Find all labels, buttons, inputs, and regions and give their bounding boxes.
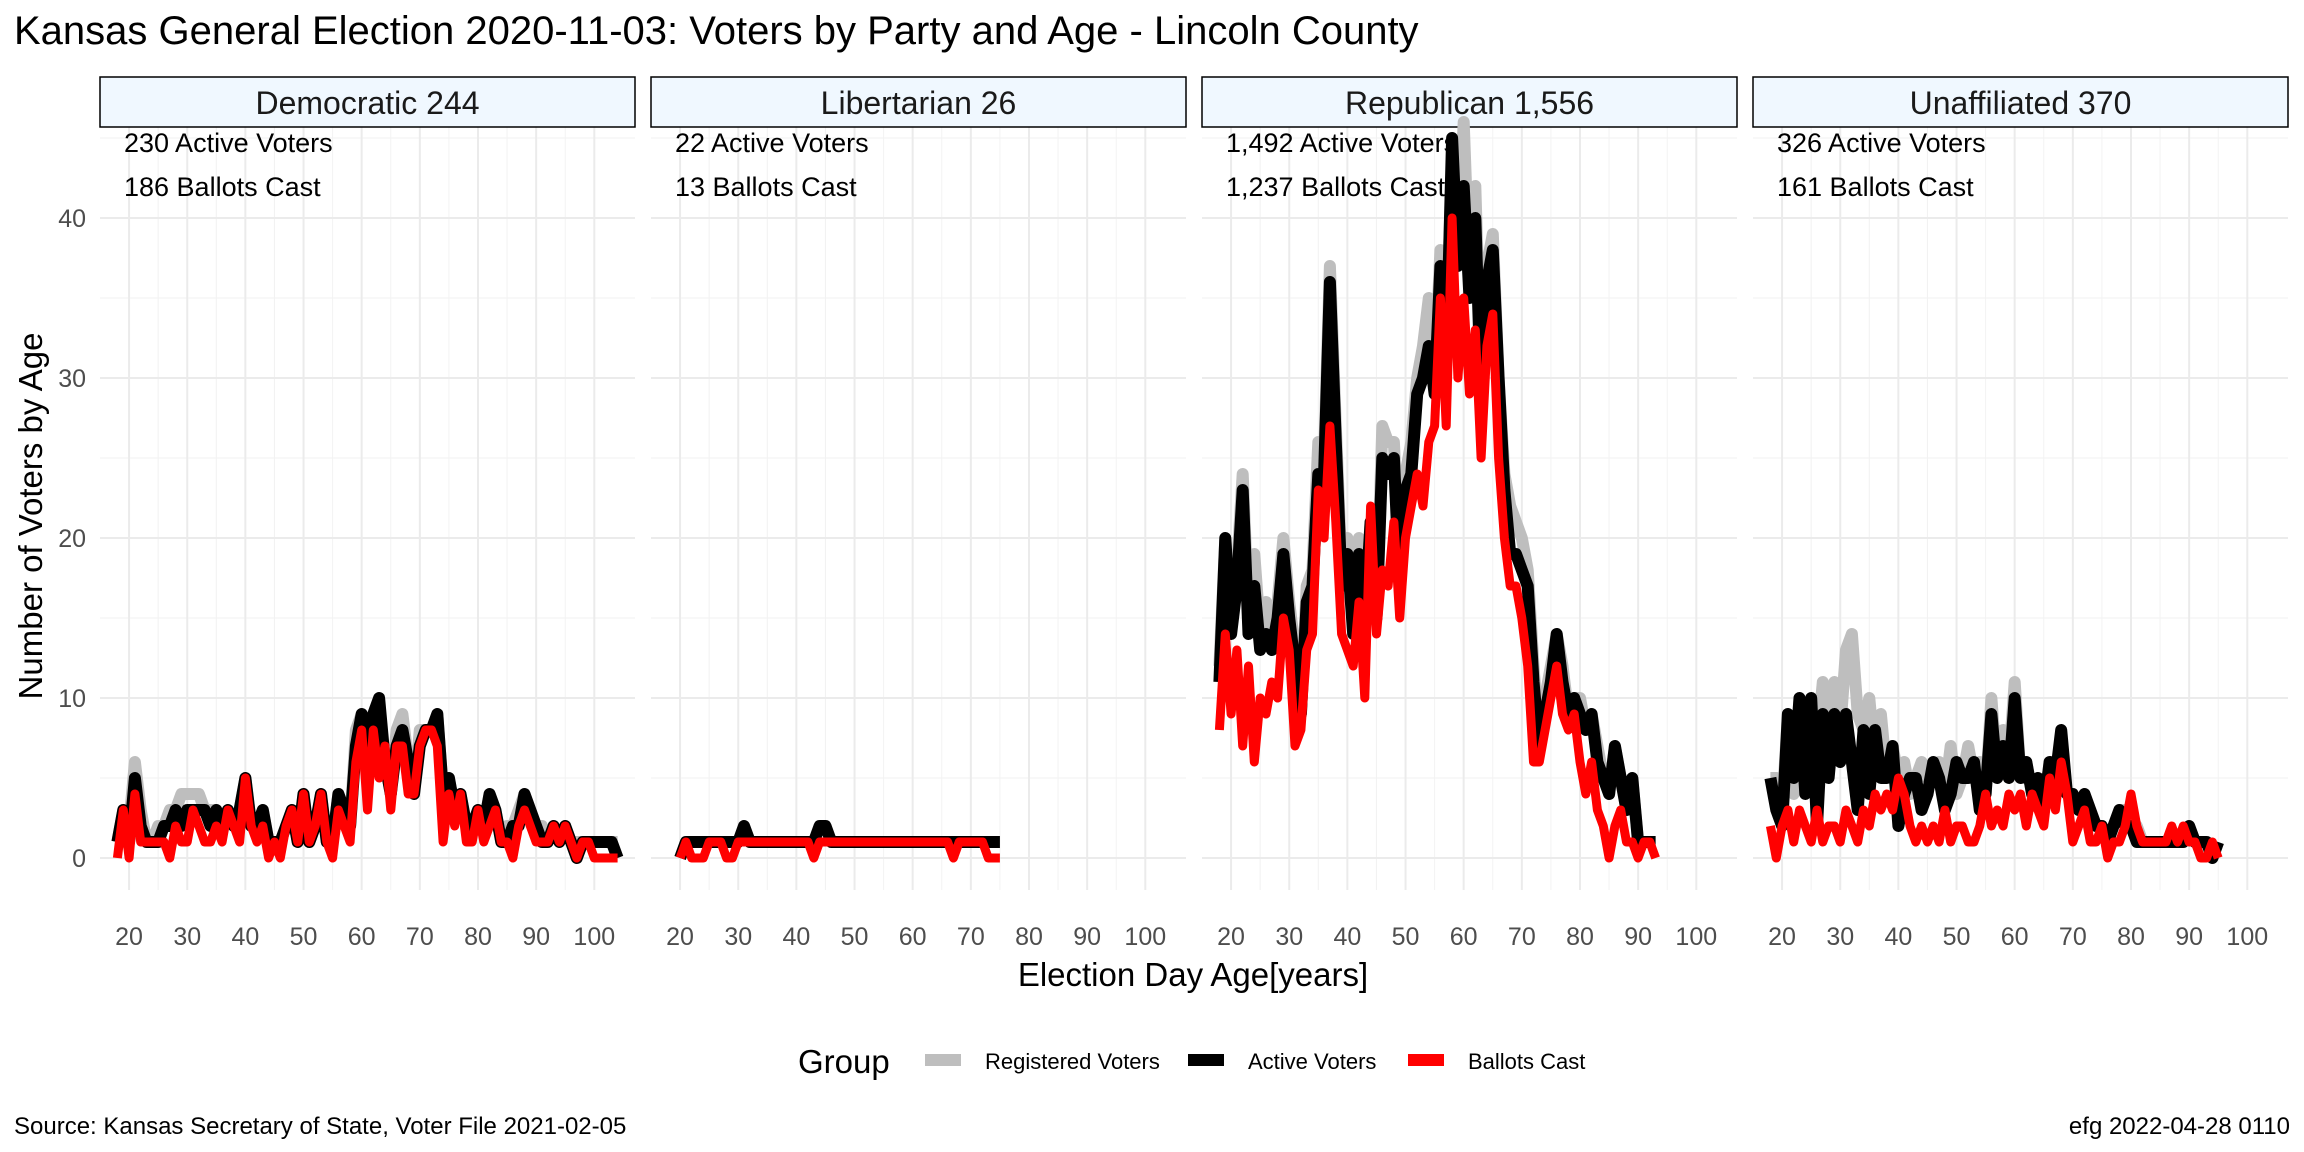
x-tick-label: 20 xyxy=(666,923,694,951)
x-tick-label: 90 xyxy=(1624,923,1652,951)
note-active-voters: 22 Active Voters xyxy=(675,128,869,158)
panel-1: Democratic 244 230 Active Voters 186 Ballo… xyxy=(58,76,636,951)
x-tick-label: 60 xyxy=(1450,923,1478,951)
x-tick-label: 100 xyxy=(1675,923,1717,951)
facet-strip-label: Libertarian 26 xyxy=(821,85,1017,121)
x-tick-label: 70 xyxy=(406,923,434,951)
x-tick-label: 80 xyxy=(464,923,492,951)
x-tick-label: 40 xyxy=(1333,923,1361,951)
chart-title: Kansas General Election 2020-11-03: Vote… xyxy=(14,9,1419,53)
x-tick-label: 70 xyxy=(957,923,985,951)
panel-4: Unaffiliated 370 326 Active Voters 161 Bal… xyxy=(1752,76,2289,951)
source-caption: Source: Kansas Secretary of State, Voter… xyxy=(14,1113,626,1140)
note-active-voters: 326 Active Voters xyxy=(1777,128,1986,158)
note-ballots-cast: 161 Ballots Cast xyxy=(1777,172,1974,202)
x-tick-label: 50 xyxy=(290,923,318,951)
facet-strip xyxy=(1201,76,1738,128)
note-ballots-cast: 13 Ballots Cast xyxy=(675,172,857,202)
note-active-voters: 1,492 Active Voters xyxy=(1226,128,1457,158)
x-tick-label: 70 xyxy=(1508,923,1536,951)
panel-2: Libertarian 26 22 Active Voters 13 Ballots… xyxy=(650,76,1187,951)
y-tick-label: 0 xyxy=(72,845,86,873)
series-line-ballots-cast xyxy=(112,725,618,863)
legend: Group Registered Voters Active Voters Ballo… xyxy=(798,1043,1585,1080)
x-tick-label: 20 xyxy=(1768,923,1796,951)
x-tick-label: 80 xyxy=(2117,923,2145,951)
facet-strip-label: Republican 1,556 xyxy=(1345,85,1594,121)
x-tick-label: 30 xyxy=(173,923,201,951)
x-tick-label: 30 xyxy=(1826,923,1854,951)
panel-3: Republican 1,556 1,492 Active Voters 1,237… xyxy=(1201,76,1738,951)
x-tick-label: 100 xyxy=(2226,923,2268,951)
y-tick-label: 20 xyxy=(58,525,86,553)
facet-strip xyxy=(650,76,1187,128)
series-line-ballots-cast xyxy=(1214,213,1660,863)
series-line-active-voters xyxy=(111,692,624,864)
legend-title: Group xyxy=(798,1043,890,1080)
y-tick-label: 30 xyxy=(58,365,86,393)
x-tick-label: 90 xyxy=(522,923,550,951)
series-line-active-voters xyxy=(1213,132,1656,848)
x-tick-label: 90 xyxy=(1073,923,1101,951)
facet-strip xyxy=(99,76,636,128)
x-tick-label: 40 xyxy=(231,923,259,951)
x-tick-label: 50 xyxy=(841,923,869,951)
x-tick-label: 60 xyxy=(899,923,927,951)
note-ballots-cast: 1,237 Ballots Cast xyxy=(1226,172,1446,202)
note-ballots-cast: 186 Ballots Cast xyxy=(124,172,321,202)
facet-strip xyxy=(1752,76,2289,128)
y-tick-label: 10 xyxy=(58,685,86,713)
x-axis-label: Election Day Age[years] xyxy=(1018,956,1368,993)
x-tick-label: 70 xyxy=(2059,923,2087,951)
x-tick-label: 40 xyxy=(782,923,810,951)
series-line-ballots-cast xyxy=(675,837,1000,863)
x-tick-label: 50 xyxy=(1392,923,1420,951)
x-tick-label: 80 xyxy=(1566,923,1594,951)
x-tick-label: 20 xyxy=(1217,923,1245,951)
credit-caption: efg 2022-04-28 0110 xyxy=(2069,1113,2290,1140)
y-tick-label: 40 xyxy=(58,205,86,233)
legend-label-registered-voters: Registered Voters xyxy=(985,1049,1160,1074)
facet-strip-label: Unaffiliated 370 xyxy=(1910,85,2132,121)
y-axis-label: Number of Voters by Age xyxy=(12,333,49,700)
x-tick-label: 90 xyxy=(2175,923,2203,951)
series-line-ballots-cast xyxy=(1765,757,2223,863)
x-tick-label: 60 xyxy=(2001,923,2029,951)
facet-panels: Democratic 244 230 Active Voters 186 Ballo… xyxy=(58,76,2289,951)
x-tick-label: 20 xyxy=(115,923,143,951)
x-tick-label: 100 xyxy=(573,923,615,951)
x-tick-label: 100 xyxy=(1124,923,1166,951)
x-tick-label: 40 xyxy=(1884,923,1912,951)
x-tick-label: 30 xyxy=(724,923,752,951)
legend-label-ballots-cast: Ballots Cast xyxy=(1468,1049,1585,1074)
facet-strip-label: Democratic 244 xyxy=(255,85,479,121)
legend-label-active-voters: Active Voters xyxy=(1248,1049,1376,1074)
x-tick-label: 80 xyxy=(1015,923,1043,951)
x-tick-label: 30 xyxy=(1275,923,1303,951)
x-tick-label: 60 xyxy=(348,923,376,951)
note-active-voters: 230 Active Voters xyxy=(124,128,333,158)
x-tick-label: 50 xyxy=(1943,923,1971,951)
